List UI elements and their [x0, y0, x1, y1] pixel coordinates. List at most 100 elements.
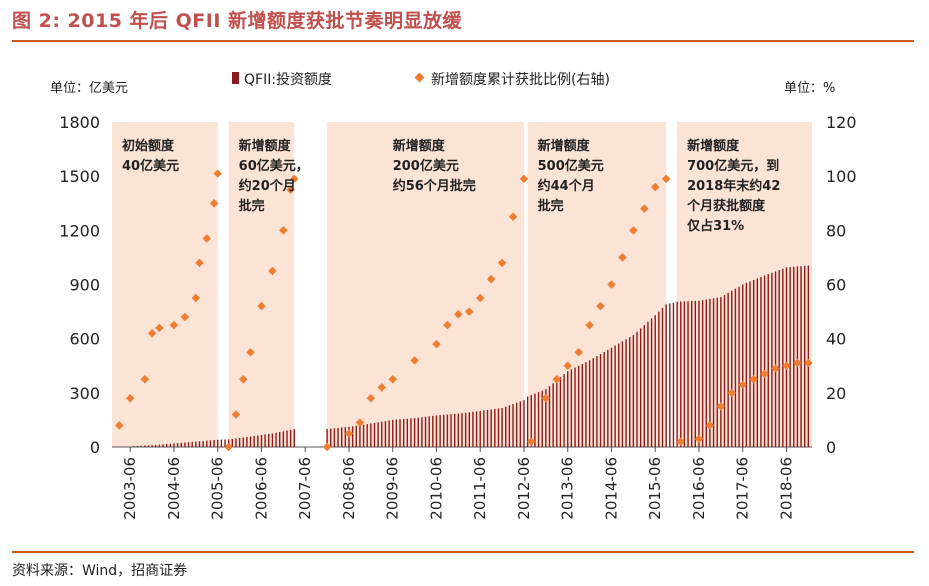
quota-bar — [140, 445, 142, 447]
phase-annotation-line: 60亿美元， — [239, 158, 309, 174]
ratio-point — [169, 320, 179, 330]
ratio-point — [344, 429, 354, 438]
phase-annotation-line: 约56个月批完 — [393, 178, 476, 194]
y-left-tick-label: 1500 — [59, 167, 100, 186]
y-right-tick-label: 80 — [826, 221, 846, 240]
quota-bar — [133, 446, 135, 447]
quota-bar — [603, 351, 605, 447]
quota-bar — [767, 274, 769, 447]
quota-bar — [443, 414, 445, 447]
quota-bar — [632, 335, 635, 447]
x-tick-label: 2004-06 — [165, 457, 183, 520]
x-tick-label: 2014-06 — [602, 457, 620, 520]
ratio-point — [508, 212, 518, 222]
ratio-point — [239, 375, 248, 384]
quota-bar — [158, 444, 161, 447]
x-tick-label: 2017-06 — [734, 457, 752, 520]
y-right-tick-label: 0 — [826, 438, 836, 457]
quota-bar — [570, 369, 573, 447]
quota-bar — [475, 411, 478, 447]
quota-bar — [530, 395, 532, 447]
phase-annotation-line: 200亿美元 — [393, 158, 459, 174]
quota-bar — [501, 408, 503, 447]
phase-annotation-line: 新增额度 — [687, 138, 740, 154]
ratio-point — [432, 339, 441, 349]
quota-bar — [585, 362, 587, 447]
quota-bar — [720, 297, 722, 447]
quota-bar — [457, 413, 460, 447]
quota-bar — [672, 302, 675, 447]
quota-bar — [778, 270, 780, 447]
ratio-point — [694, 434, 704, 444]
y-right-tick-label: 20 — [826, 384, 846, 403]
ratio-point — [155, 323, 164, 333]
phase-annotation-line: 新增额度 — [393, 138, 446, 154]
quota-bar — [774, 271, 777, 447]
quota-bar — [508, 405, 511, 447]
ratio-point — [231, 410, 241, 419]
quota-bar — [494, 408, 496, 447]
quota-bar — [268, 433, 270, 447]
quota-bar — [330, 428, 332, 447]
quota-bar — [147, 445, 150, 447]
y-left-tick-label: 1800 — [59, 113, 100, 132]
quota-bar — [599, 354, 602, 447]
quota-bar — [563, 374, 565, 447]
ratio-point — [322, 442, 332, 452]
left-unit-label: 单位：亿美元 — [50, 81, 128, 96]
legend-bar-swatch — [232, 72, 239, 84]
quota-bar — [658, 311, 660, 447]
quota-bar — [384, 421, 387, 447]
quota-bar — [760, 276, 762, 447]
ratio-point — [749, 375, 758, 384]
quota-bar — [694, 300, 697, 447]
phase-annotation-line: 约20个月 — [239, 178, 296, 194]
x-tick-label: 2013-06 — [559, 457, 577, 520]
y-right-tick-label: 120 — [826, 113, 857, 132]
quota-bar — [723, 295, 726, 447]
ratio-point — [202, 234, 212, 243]
quota-bar — [377, 422, 379, 447]
quota-bar — [537, 392, 540, 447]
quota-bar — [461, 413, 463, 447]
quota-bar — [497, 408, 500, 447]
quota-bar — [468, 412, 470, 447]
ratio-point — [486, 274, 496, 284]
quota-bar — [366, 424, 368, 447]
ratio-point — [213, 169, 222, 178]
phase-annotation-line: 2018年末约42 — [687, 178, 780, 194]
quota-bar — [512, 404, 514, 447]
quota-bar — [206, 440, 208, 447]
quota-bar — [264, 434, 266, 447]
quota-bar — [173, 443, 175, 447]
quota-bars — [133, 265, 810, 447]
quota-bar — [195, 441, 197, 447]
quota-bar — [388, 420, 390, 447]
quota-bar — [490, 409, 492, 447]
quota-bar — [596, 356, 598, 447]
x-tick-label: 2008-06 — [340, 457, 358, 520]
ratio-point — [377, 383, 387, 392]
quota-bar — [289, 429, 292, 447]
quota-bar — [450, 414, 452, 447]
x-tick-label: 2007-06 — [296, 457, 314, 520]
ratio-point — [115, 421, 124, 430]
x-tick-label: 2015-06 — [646, 457, 664, 520]
quota-bar — [392, 419, 394, 447]
y-left-tick-label: 300 — [69, 384, 100, 403]
quota-bar — [169, 443, 172, 447]
quota-bar — [224, 439, 226, 447]
ratio-point — [180, 312, 190, 322]
quota-bar — [413, 418, 416, 447]
ratio-point — [257, 301, 266, 311]
phase-annotation-line: 批完 — [239, 198, 265, 214]
x-tick-label: 2009-06 — [384, 457, 402, 520]
quota-bar — [282, 431, 285, 447]
ratio-point — [793, 358, 802, 368]
legend-point-label: 新增额度累计获批比例(右轴) — [431, 72, 610, 88]
ratio-point — [497, 258, 507, 268]
ratio-point — [147, 329, 157, 338]
ratio-point — [585, 320, 594, 330]
quota-bar — [439, 415, 441, 447]
quota-bar — [155, 444, 157, 447]
